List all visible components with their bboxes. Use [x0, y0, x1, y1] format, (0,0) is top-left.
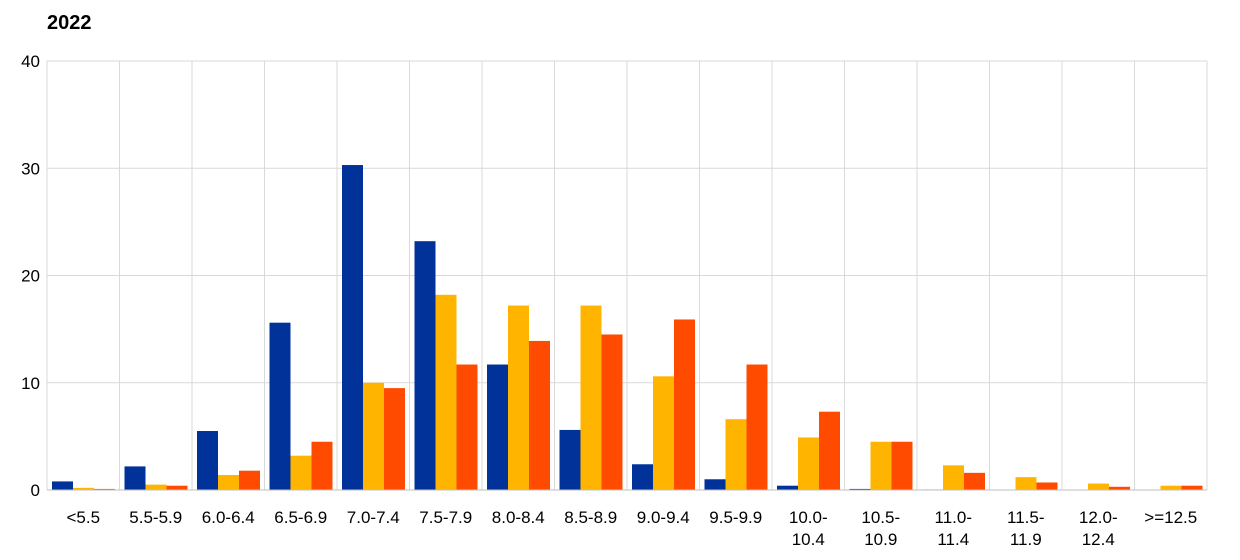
bar-series-1	[269, 322, 291, 490]
bar-series-3	[529, 340, 550, 490]
x-tick-label: 10.0-10.4	[789, 508, 828, 549]
bar-series-3	[891, 441, 913, 490]
bar-series-1	[704, 479, 726, 490]
chart-title: 2022	[47, 12, 92, 34]
bar-series-3	[1109, 486, 1130, 490]
bar-series-3	[819, 411, 840, 490]
bar-series-1	[777, 485, 798, 490]
x-tick-label: 5.5-5.9	[129, 508, 182, 527]
y-tick-label: 20	[21, 267, 40, 286]
bar-series-2	[725, 419, 747, 490]
bar-series-1	[342, 165, 363, 490]
bar-series-2	[653, 376, 674, 490]
bar-series-3	[1181, 485, 1203, 490]
bar-series-2	[580, 305, 602, 490]
bar-series-3	[746, 364, 768, 490]
bar-series-2	[363, 382, 384, 490]
x-tick-label: 11.0-11.4	[935, 508, 973, 549]
x-tick-label: 7.0-7.4	[347, 508, 400, 527]
bar-series-3	[311, 441, 333, 490]
x-tick-label: 11.5-11.9	[1007, 508, 1045, 549]
bar-series-3	[456, 364, 478, 490]
bar-series-2	[508, 305, 529, 490]
y-tick-label: 0	[31, 481, 40, 500]
bar-series-2	[290, 455, 312, 490]
x-tick-label: 10.5-10.9	[861, 508, 900, 549]
x-tick-label: 12.0-12.4	[1079, 508, 1118, 549]
bar-series-2	[145, 484, 167, 490]
x-tick-label: 8.5-8.9	[564, 508, 617, 527]
bar-series-2	[1015, 477, 1037, 490]
bar-series-2	[218, 474, 239, 490]
bar-series-2	[73, 487, 94, 490]
bar-series-2	[1088, 483, 1109, 490]
bar-series-2	[1160, 485, 1182, 490]
y-tick-label: 10	[21, 374, 40, 393]
bar-series-1	[849, 488, 871, 490]
bar-series-1	[632, 464, 653, 490]
bar-series-1	[124, 466, 146, 490]
bar-series-3	[94, 488, 115, 490]
y-tick-label: 30	[21, 159, 40, 178]
bar-series-3	[239, 470, 260, 490]
bar-series-3	[674, 319, 695, 490]
y-tick-label: 40	[21, 52, 40, 71]
bar-series-3	[601, 334, 623, 490]
bar-series-3	[964, 472, 985, 490]
x-tick-label: >=12.5	[1144, 508, 1197, 527]
x-tick-label: 8.0-8.4	[492, 508, 545, 527]
bar-series-1	[487, 364, 508, 490]
bar-series-1	[52, 481, 73, 490]
bar-series-3	[1036, 482, 1058, 490]
x-tick-label: 6.0-6.4	[202, 508, 255, 527]
bar-series-1	[197, 431, 218, 490]
x-tick-label: 9.0-9.4	[637, 508, 690, 527]
bar-series-3	[166, 485, 188, 490]
bar-series-2	[798, 437, 819, 490]
x-tick-label: 9.5-9.9	[709, 508, 762, 527]
x-tick-label: <5.5	[66, 508, 100, 527]
x-tick-label: 7.5-7.9	[419, 508, 472, 527]
bar-series-3	[384, 388, 405, 490]
bar-series-1	[559, 429, 581, 490]
bar-series-2	[435, 294, 457, 490]
bar-series-2	[870, 441, 892, 490]
bar-series-2	[943, 465, 964, 490]
x-tick-label: 6.5-6.9	[274, 508, 327, 527]
bar-series-1	[414, 241, 436, 490]
